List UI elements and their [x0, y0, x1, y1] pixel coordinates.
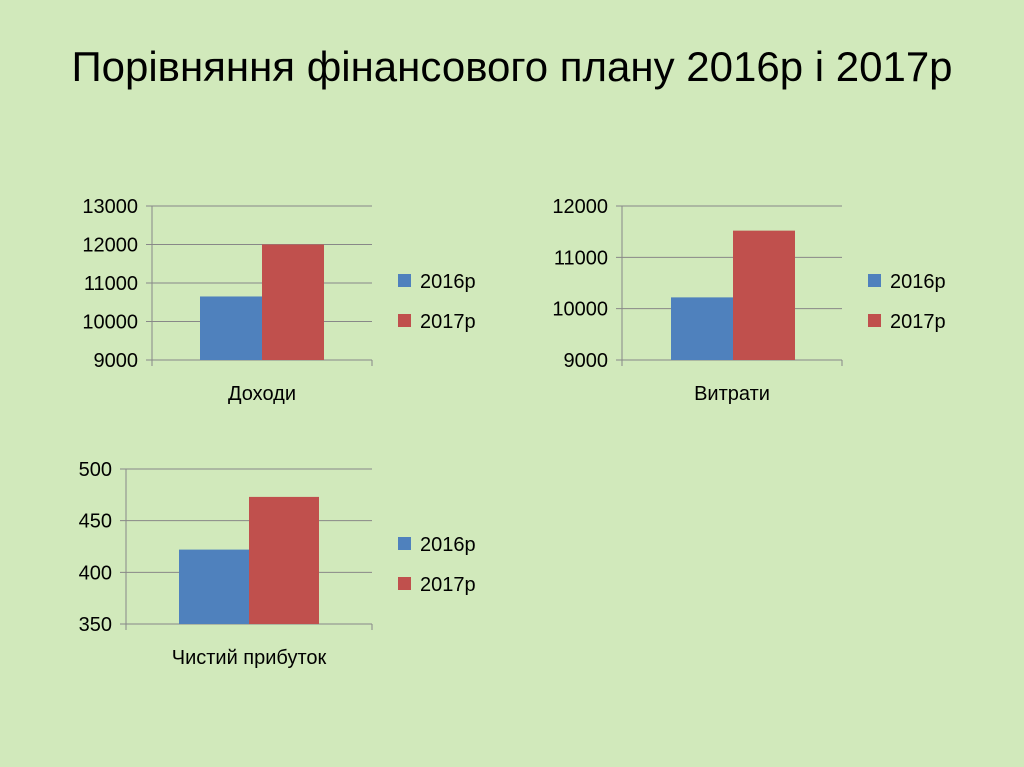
legend-swatch: [398, 274, 411, 287]
y-tick-label: 13000: [82, 196, 138, 218]
bar-2016р: [671, 297, 733, 360]
bar-2017р: [249, 496, 319, 624]
legend-label: 2017р: [420, 311, 476, 333]
y-tick-label: 10000: [552, 299, 608, 321]
y-tick-label: 450: [79, 511, 112, 533]
legend-label: 2017р: [890, 311, 946, 333]
slide-title: Порівняння фінансового плану 2016р і 201…: [71, 43, 953, 90]
bar-2016р: [200, 296, 262, 360]
bar-2016р: [179, 549, 249, 624]
y-tick-label: 12000: [552, 196, 608, 218]
legend-swatch: [398, 577, 411, 590]
legend-swatch: [868, 314, 881, 327]
y-tick-label: 12000: [82, 235, 138, 257]
legend-label: 2016р: [420, 534, 476, 556]
category-label: Витрати: [694, 383, 770, 405]
legend-swatch: [398, 314, 411, 327]
y-tick-label: 400: [79, 562, 112, 584]
y-tick-label: 500: [79, 459, 112, 481]
y-tick-label: 10000: [82, 312, 138, 334]
bar-2017р: [733, 230, 795, 360]
y-tick-label: 350: [79, 614, 112, 636]
y-tick-label: 9000: [94, 350, 139, 372]
y-tick-label: 11000: [84, 273, 138, 295]
legend-swatch: [868, 274, 881, 287]
legend-swatch: [398, 537, 411, 550]
y-tick-label: 9000: [564, 350, 609, 372]
legend-label: 2016р: [890, 271, 946, 293]
category-label: Чистий прибуток: [172, 647, 327, 669]
y-tick-label: 11000: [554, 247, 608, 269]
bar-2017р: [262, 244, 324, 360]
legend-label: 2016р: [420, 271, 476, 293]
category-label: Доходи: [228, 383, 296, 405]
legend-label: 2017р: [420, 574, 476, 596]
